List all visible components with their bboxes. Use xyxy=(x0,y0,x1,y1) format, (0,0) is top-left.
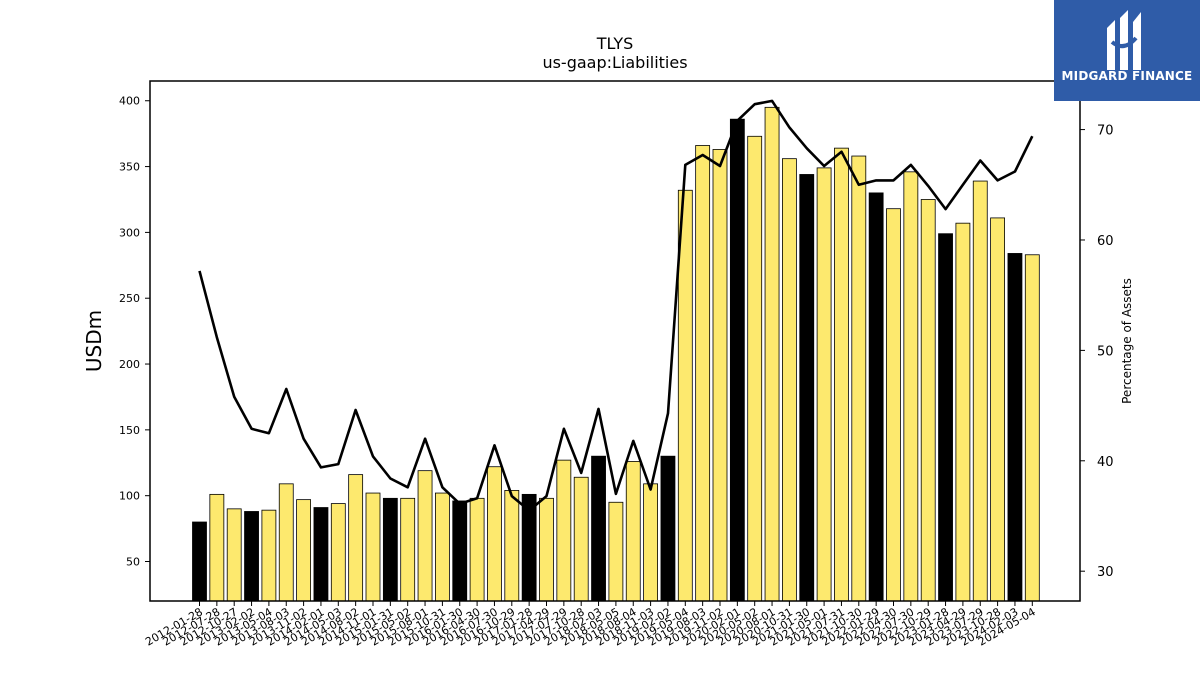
bar xyxy=(955,222,971,602)
bar xyxy=(452,500,468,602)
bar xyxy=(782,158,797,602)
bar xyxy=(938,233,953,602)
bar xyxy=(226,508,242,602)
percentage-line xyxy=(198,99,1034,512)
y-tick-label: 200 xyxy=(119,358,140,371)
y2-tick-label: 70 xyxy=(1097,124,1114,139)
bar xyxy=(504,490,520,602)
bar xyxy=(209,493,225,602)
bar xyxy=(816,167,832,602)
plot-frame xyxy=(149,80,1081,602)
bar xyxy=(972,180,988,602)
chart-title: TLYS xyxy=(596,34,634,53)
y-tick-label: 100 xyxy=(119,490,140,503)
y-tick-label: 400 xyxy=(119,95,140,108)
bar xyxy=(417,470,433,602)
bar xyxy=(747,135,763,602)
y-axis-label: USDm xyxy=(82,310,106,372)
x-axis: 2012-01-282012-07-282012-10-272013-02-02… xyxy=(143,601,1038,649)
bar xyxy=(903,171,919,602)
y-axis-right: 30 40 50 60 70 xyxy=(1080,124,1114,580)
bar xyxy=(591,455,606,602)
brand-name: MIDGARD FINANCE xyxy=(1061,69,1193,83)
bar xyxy=(313,507,329,602)
bar xyxy=(434,492,450,602)
y-axis-left: 50 100 150 200 250 300 350 400 xyxy=(119,95,150,569)
bar xyxy=(764,106,780,602)
bar xyxy=(886,208,901,602)
y-tick-label: 150 xyxy=(119,424,140,437)
bar xyxy=(469,497,485,602)
y2-tick-label: 30 xyxy=(1097,565,1114,580)
bar xyxy=(400,497,416,602)
bar xyxy=(330,503,346,602)
bar xyxy=(868,192,884,602)
y-tick-label: 350 xyxy=(119,161,140,174)
bar xyxy=(1024,254,1040,602)
bar xyxy=(556,459,572,602)
brand-logo: MIDGARD FINANCE xyxy=(1054,0,1200,101)
midgard-logo-icon xyxy=(1107,10,1141,70)
bar xyxy=(729,118,745,602)
bar xyxy=(192,521,207,602)
y2-tick-label: 50 xyxy=(1097,344,1114,359)
bar xyxy=(573,476,589,602)
bar xyxy=(382,497,398,602)
bar xyxy=(712,149,728,602)
bar xyxy=(834,147,849,602)
bar xyxy=(608,501,624,602)
bar xyxy=(643,483,658,602)
bar xyxy=(799,174,815,602)
bar-group xyxy=(192,106,1040,602)
bar xyxy=(990,217,1005,602)
y2-tick-label: 40 xyxy=(1097,455,1114,470)
bar xyxy=(660,455,676,602)
bar xyxy=(348,474,364,602)
y-tick-label: 50 xyxy=(126,556,140,569)
bar xyxy=(365,492,381,602)
y2-axis-label: Percentage of Assets xyxy=(1120,278,1134,404)
bar xyxy=(539,497,554,602)
chart-subtitle: us-gaap:Liabilities xyxy=(542,53,687,72)
bar xyxy=(261,509,277,602)
bar xyxy=(278,483,294,602)
bar xyxy=(1007,253,1023,602)
bar xyxy=(695,145,711,602)
bar xyxy=(851,155,867,602)
bar xyxy=(296,499,312,602)
bar xyxy=(625,461,641,602)
bar xyxy=(920,199,936,602)
y-tick-label: 250 xyxy=(119,292,140,305)
bar xyxy=(244,511,259,602)
y2-tick-label: 60 xyxy=(1097,234,1114,249)
bar xyxy=(487,466,502,602)
y-tick-label: 300 xyxy=(119,226,140,239)
